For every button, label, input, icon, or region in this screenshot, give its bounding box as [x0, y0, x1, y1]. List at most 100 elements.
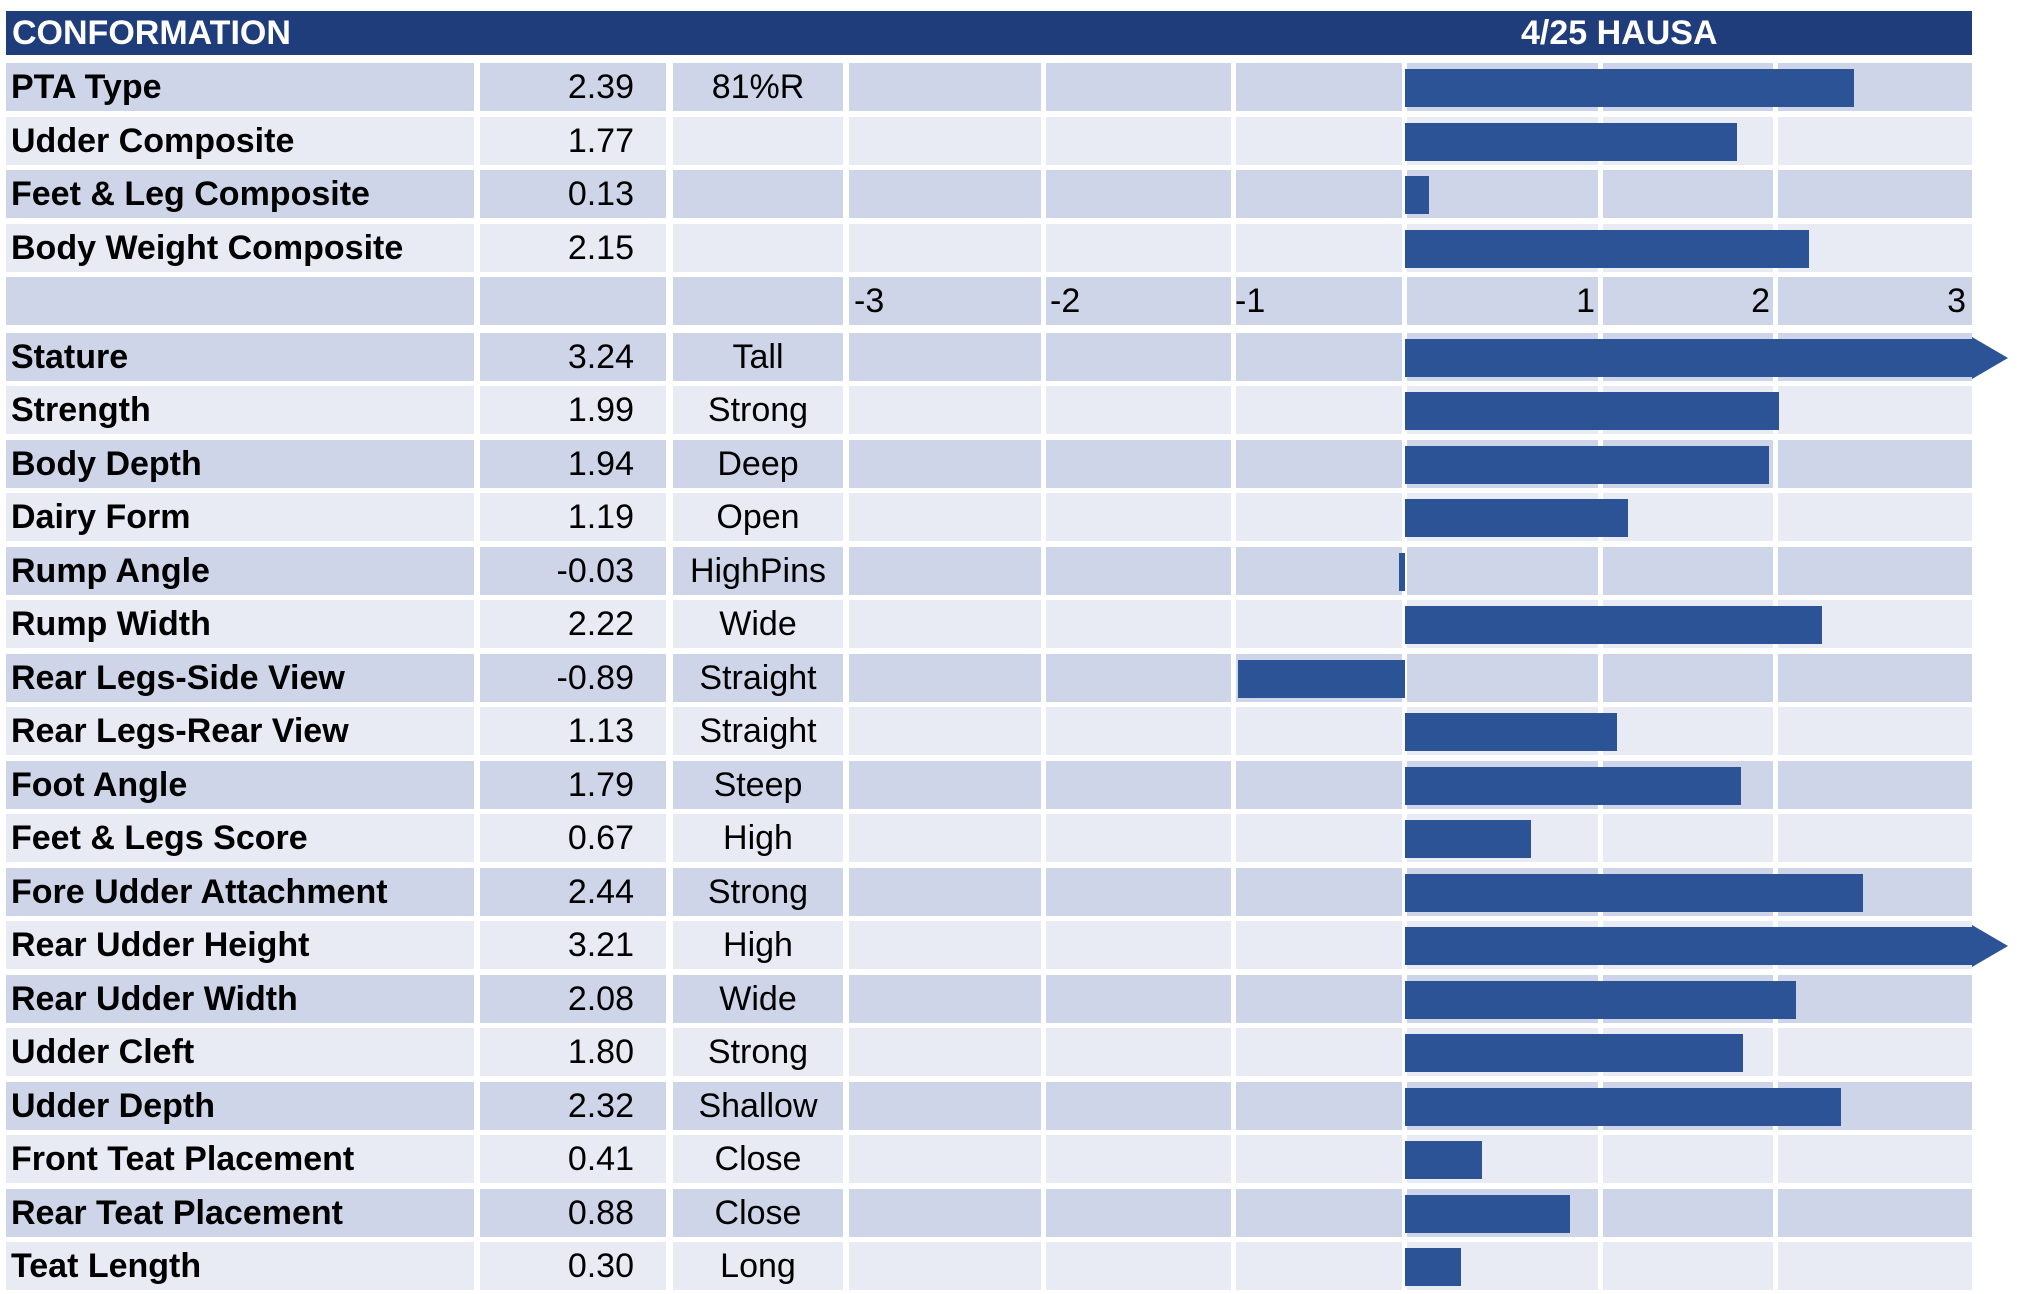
grid-line	[1773, 653, 1778, 702]
trait-bar	[1405, 606, 1822, 644]
trait-descriptor: Tall	[673, 332, 843, 381]
grid-line	[1231, 1081, 1236, 1130]
grid-line	[1598, 170, 1603, 218]
grid-line	[1402, 1028, 1407, 1076]
grid-line	[1041, 386, 1046, 434]
evaluation-date-label: 4/25 HAUSA	[1521, 14, 1718, 52]
trait-name: Stature	[6, 332, 474, 381]
x-tick-label: 1	[1576, 282, 1595, 320]
grid-line	[1231, 170, 1236, 218]
grid-line	[1231, 277, 1236, 325]
trait-name: PTA Type	[6, 63, 474, 111]
chart-header: CONFORMATION 4/25 HAUSA	[6, 11, 1972, 55]
grid-line	[1402, 707, 1407, 755]
grid-line	[1773, 1242, 1778, 1290]
trait-descriptor	[673, 223, 843, 272]
trait-descriptor: Shallow	[673, 1081, 843, 1130]
trait-bar	[1405, 445, 1770, 484]
trait-bar	[1405, 980, 1796, 1019]
grid-line	[1773, 277, 1778, 325]
x-tick-label: -1	[1235, 282, 1266, 320]
trait-name: Rear Teat Placement	[6, 1188, 474, 1237]
grid-line	[1041, 277, 1046, 325]
trait-bar	[1405, 1248, 1462, 1286]
grid-line	[1402, 1188, 1407, 1237]
trait-value: 0.30	[480, 1242, 666, 1290]
trait-value: 1.19	[480, 493, 666, 541]
trait-descriptor: 81%R	[673, 63, 843, 111]
grid-line	[1773, 116, 1778, 165]
trait-value: 0.41	[480, 1135, 666, 1183]
grid-line	[1231, 600, 1236, 648]
grid-line	[1041, 223, 1046, 272]
trait-bar	[1405, 499, 1629, 537]
trait-bar	[1405, 176, 1430, 214]
grid-line	[1231, 439, 1236, 488]
grid-line	[1231, 386, 1236, 434]
grid-line	[1402, 332, 1407, 381]
trait-bar	[1405, 392, 1779, 430]
trait-descriptor	[673, 170, 843, 218]
grid-line	[1402, 116, 1407, 165]
trait-value: 2.15	[480, 223, 666, 272]
trait-name: Body Depth	[6, 439, 474, 488]
trait-descriptor: Deep	[673, 439, 843, 488]
trait-descriptor: Close	[673, 1135, 843, 1183]
grid-line	[1041, 116, 1046, 165]
trait-name: Foot Angle	[6, 760, 474, 809]
trait-value: 0.13	[480, 170, 666, 218]
trait-name: Feet & Legs Score	[6, 814, 474, 862]
trait-descriptor: HighPins	[673, 546, 843, 595]
grid-line	[1402, 1135, 1407, 1183]
trait-descriptor: Open	[673, 493, 843, 541]
trait-bar	[1405, 1141, 1482, 1179]
trait-value: 1.77	[480, 116, 666, 165]
grid-line	[1231, 332, 1236, 381]
grid-line	[1773, 170, 1778, 218]
trait-bar	[1405, 820, 1531, 858]
grid-line	[1402, 1081, 1407, 1130]
grid-line	[1402, 974, 1407, 1023]
trait-bar	[1405, 766, 1742, 805]
grid-line	[1041, 600, 1046, 648]
trait-value: 0.67	[480, 814, 666, 862]
trait-value: 1.80	[480, 1028, 666, 1076]
grid-line	[1598, 1242, 1603, 1290]
grid-line	[1041, 814, 1046, 862]
trait-name: Dairy Form	[6, 493, 474, 541]
grid-line	[1402, 1242, 1407, 1290]
trait-bar	[1405, 122, 1738, 161]
axis-row-cell	[480, 277, 666, 325]
grid-line	[1598, 1135, 1603, 1183]
grid-line	[1773, 546, 1778, 595]
grid-line	[1773, 814, 1778, 862]
grid-line	[1773, 493, 1778, 541]
grid-line	[1041, 1242, 1046, 1290]
grid-line	[1231, 974, 1236, 1023]
grid-line	[1402, 814, 1407, 862]
grid-line	[1041, 332, 1046, 381]
trait-descriptor: Straight	[673, 653, 843, 702]
grid-line	[1598, 546, 1603, 595]
trait-descriptor: Straight	[673, 707, 843, 755]
grid-line	[1231, 867, 1236, 916]
grid-line	[1231, 223, 1236, 272]
trait-descriptor: Wide	[673, 974, 843, 1023]
trait-descriptor: Long	[673, 1242, 843, 1290]
grid-line	[1402, 439, 1407, 488]
trait-bar	[1405, 338, 1972, 377]
grid-line	[1773, 1135, 1778, 1183]
overflow-arrow	[1972, 336, 2008, 379]
trait-bar	[1237, 659, 1405, 698]
grid-line	[1041, 63, 1046, 111]
grid-line	[1041, 707, 1046, 755]
x-tick-label: -3	[854, 282, 885, 320]
trait-value: -0.03	[480, 546, 666, 595]
x-tick-label: 2	[1751, 282, 1770, 320]
grid-line	[1402, 170, 1407, 218]
trait-descriptor: Strong	[673, 386, 843, 434]
axis-row-cell	[849, 277, 1972, 325]
trait-value: 2.39	[480, 63, 666, 111]
trait-value: 3.21	[480, 921, 666, 969]
grid-line	[1041, 493, 1046, 541]
